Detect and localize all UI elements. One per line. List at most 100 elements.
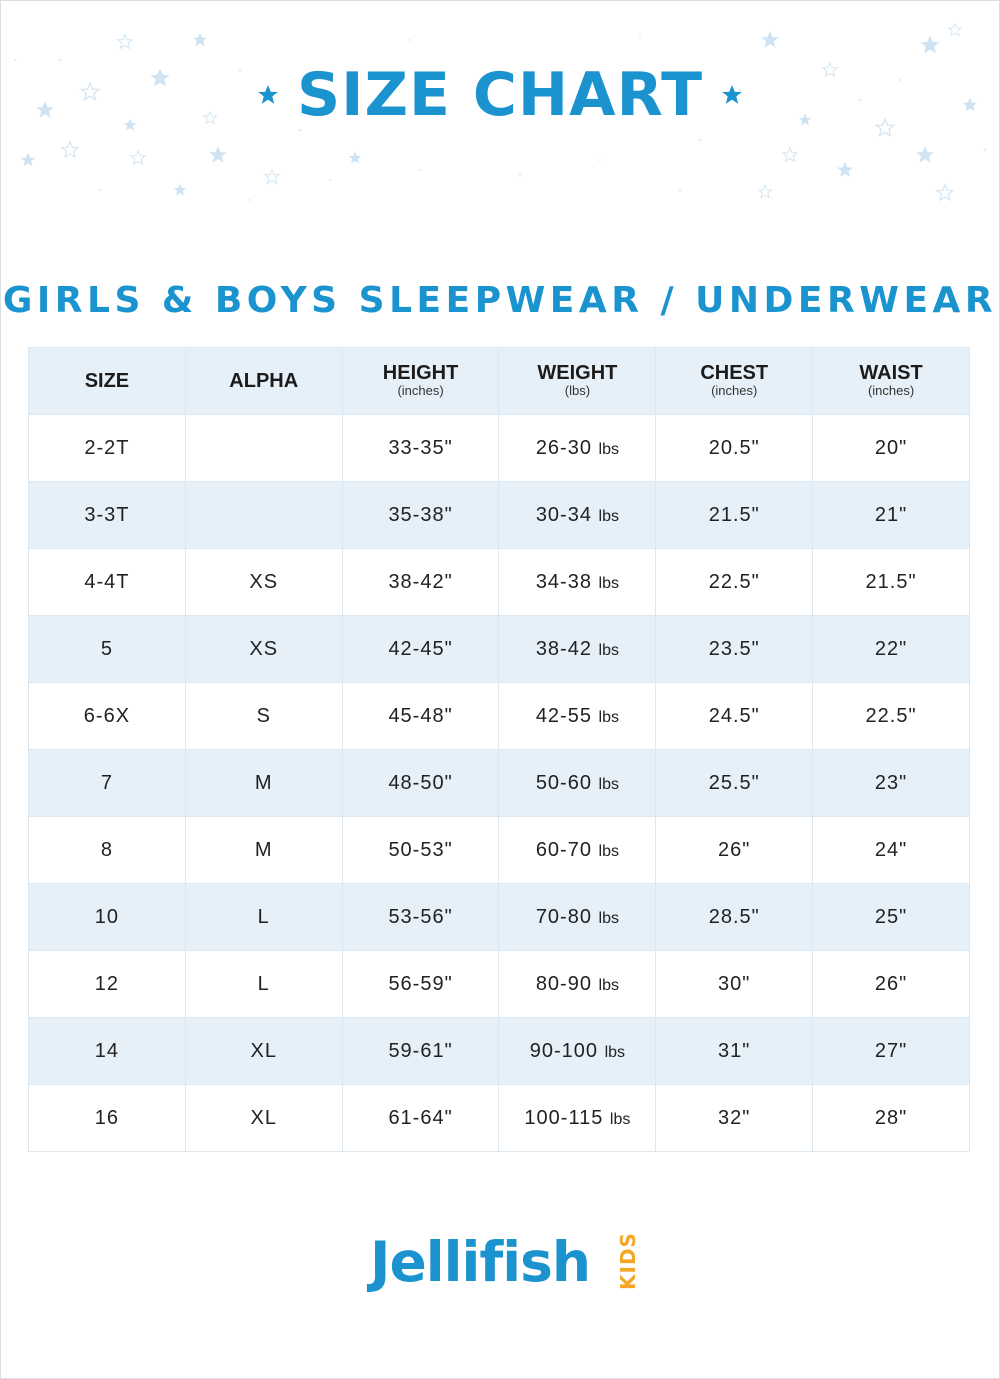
- cell-height: 56-59": [341, 950, 500, 1018]
- cell-size: 7: [28, 749, 186, 817]
- cell-waist-value: 24": [874, 838, 908, 861]
- cell-weight-value: 42-55: [535, 704, 592, 727]
- cell-size: 6-6X: [28, 682, 186, 750]
- cell-alpha-value: L: [257, 905, 270, 928]
- cell-waist-value: 25": [874, 905, 908, 928]
- cell-chest-value: 28.5": [708, 905, 760, 928]
- cell-weight-value: 90-100: [529, 1039, 599, 1062]
- column-label: WEIGHT: [537, 362, 618, 384]
- cell-weight: 50-60 lbs: [498, 749, 657, 817]
- size-table: SIZE ALPHA HEIGHT (inches) WEIGHT (lbs) CH…: [28, 347, 970, 1152]
- cell-chest: 21.5": [655, 481, 814, 549]
- cell-weight: 80-90 lbs: [498, 950, 657, 1018]
- cell-size-value: 10: [94, 905, 120, 928]
- cell-chest-value: 25.5": [708, 771, 760, 794]
- cell-chest: 22.5": [655, 548, 814, 616]
- column-label: WAIST: [859, 362, 923, 384]
- cell-size: 8: [28, 816, 186, 884]
- cell-height: 35-38": [341, 481, 500, 549]
- cell-waist: 26": [812, 950, 970, 1018]
- cell-size-value: 6-6X: [83, 704, 131, 727]
- cell-alpha: XS: [184, 548, 343, 616]
- cell-weight-value: 30-34: [535, 503, 592, 526]
- cell-chest: 30": [655, 950, 814, 1018]
- cell-alpha-value: XL: [250, 1106, 277, 1129]
- table-header-row: SIZE ALPHA HEIGHT (inches) WEIGHT (lbs) CH…: [28, 347, 970, 415]
- cell-alpha-value: M: [254, 838, 273, 861]
- cell-weight: 34-38 lbs: [498, 548, 657, 616]
- column-unit: (inches): [711, 383, 758, 398]
- star-icon: [722, 85, 742, 104]
- cell-waist: 20": [812, 414, 970, 482]
- column-header-height: HEIGHT (inches): [341, 347, 500, 415]
- cell-chest-value: 20.5": [708, 436, 760, 459]
- cell-alpha-value: XS: [249, 570, 279, 593]
- cell-weight: 26-30 lbs: [498, 414, 657, 482]
- cell-weight: 90-100 lbs: [498, 1017, 657, 1085]
- column-unit: (inches): [397, 383, 444, 398]
- table-row: 2-2T 33-35" 26-30 lbs 20.5" 20": [28, 414, 970, 482]
- cell-height: 42-45": [341, 615, 500, 683]
- cell-size: 12: [28, 950, 186, 1018]
- cell-waist: 24": [812, 816, 970, 884]
- cell-height-value: 53-56": [388, 905, 453, 928]
- table-row: 12 L 56-59" 80-90 lbs 30" 26": [28, 950, 970, 1018]
- cell-alpha: [184, 481, 343, 549]
- table-row: 6-6X S 45-48" 42-55 lbs 24.5" 22.5": [28, 682, 970, 750]
- cell-waist-value: 20": [874, 436, 908, 459]
- cell-chest: 25.5": [655, 749, 814, 817]
- cell-weight-unit: lbs: [598, 842, 619, 860]
- table-row: 14 XL 59-61" 90-100 lbs 31" 27": [28, 1017, 970, 1085]
- cell-alpha-value: XL: [250, 1039, 277, 1062]
- cell-size: 5: [28, 615, 186, 683]
- cell-size-value: 2-2T: [84, 436, 130, 459]
- cell-height: 33-35": [341, 414, 500, 482]
- column-label: CHEST: [700, 362, 769, 384]
- cell-chest-value: 32": [718, 1106, 751, 1129]
- cell-alpha: L: [184, 950, 343, 1018]
- table-row: 8 M 50-53" 60-70 lbs 26" 24": [28, 816, 970, 884]
- cell-waist-value: 22.5": [865, 704, 917, 727]
- cell-weight-value: 100-115: [524, 1106, 604, 1129]
- cell-size: 3-3T: [28, 481, 186, 549]
- cell-height-value: 42-45": [388, 637, 453, 660]
- column-header-chest: CHEST (inches): [655, 347, 814, 415]
- column-header-alpha: ALPHA: [184, 347, 343, 415]
- cell-chest-value: 26": [718, 838, 751, 861]
- cell-alpha: XL: [184, 1017, 343, 1085]
- cell-weight-value: 38-42: [535, 637, 592, 660]
- cell-alpha: L: [184, 883, 343, 951]
- cell-waist-value: 26": [874, 972, 908, 995]
- table-row: 7 M 48-50" 50-60 lbs 25.5" 23": [28, 749, 970, 817]
- cell-chest: 32": [655, 1084, 814, 1152]
- cell-weight: 100-115 lbs: [498, 1084, 657, 1152]
- column-label: HEIGHT: [382, 362, 459, 384]
- table-row: 10 L 53-56" 70-80 lbs 28.5" 25": [28, 883, 970, 951]
- cell-height-value: 59-61": [388, 1039, 453, 1062]
- cell-chest-value: 22.5": [708, 570, 760, 593]
- logo-suffix: KIDS: [616, 1232, 640, 1290]
- cell-weight-value: 80-90: [535, 972, 592, 995]
- cell-waist: 28": [812, 1084, 970, 1152]
- cell-size-value: 12: [94, 972, 120, 995]
- cell-waist: 25": [812, 883, 970, 951]
- cell-weight-value: 70-80: [535, 905, 592, 928]
- cell-alpha: XS: [184, 615, 343, 683]
- cell-weight: 38-42 lbs: [498, 615, 657, 683]
- cell-size-value: 3-3T: [84, 503, 130, 526]
- cell-alpha-value: S: [256, 704, 271, 727]
- cell-weight-unit: lbs: [598, 976, 619, 994]
- cell-size-value: 16: [94, 1106, 120, 1129]
- cell-alpha: XL: [184, 1084, 343, 1152]
- cell-waist: 21.5": [812, 548, 970, 616]
- cell-alpha-value: M: [254, 771, 273, 794]
- cell-height: 53-56": [341, 883, 500, 951]
- cell-waist: 23": [812, 749, 970, 817]
- cell-weight-unit: lbs: [598, 641, 619, 659]
- cell-chest-value: 31": [718, 1039, 751, 1062]
- cell-weight: 70-80 lbs: [498, 883, 657, 951]
- table-row: 5 XS 42-45" 38-42 lbs 23.5" 22": [28, 615, 970, 683]
- cell-chest-value: 21.5": [708, 503, 760, 526]
- cell-weight-value: 34-38: [535, 570, 592, 593]
- logo-wordmark: Jellifish: [370, 1230, 591, 1294]
